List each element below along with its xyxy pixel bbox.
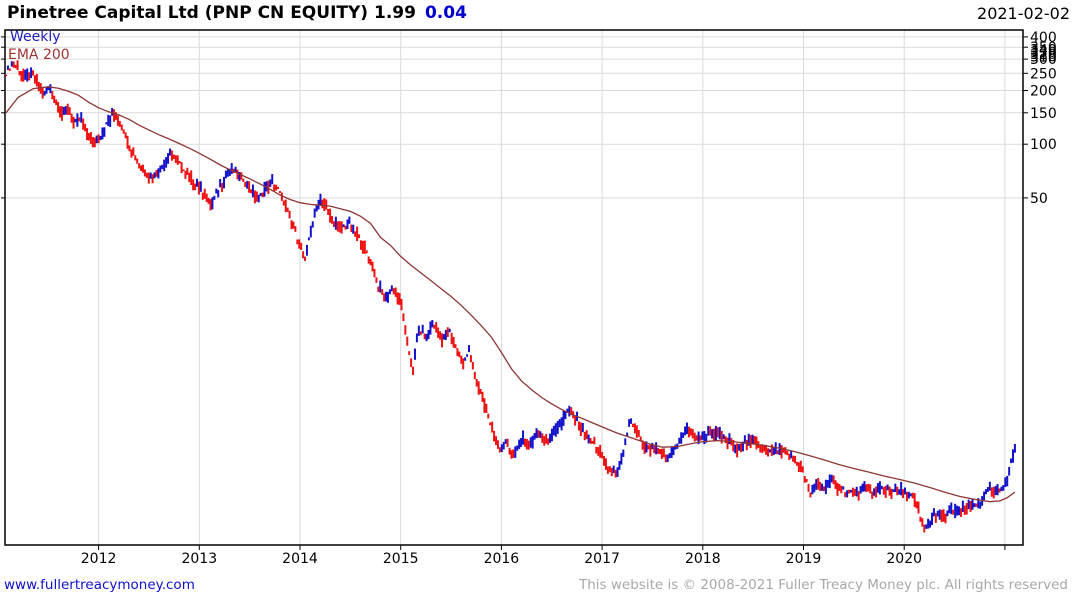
y-minor-tick-label: 330	[1030, 45, 1057, 61]
fullertreacymoney-link[interactable]: www.fullertreacymoney.com	[4, 577, 195, 593]
plot-frame	[4, 29, 1024, 546]
page-title: Pinetree Capital Ltd (PNP CN EQUITY) 1.9…	[7, 3, 467, 23]
instrument-name: Pinetree Capital Ltd (PNP CN EQUITY)	[7, 3, 369, 23]
y-minor-tick-label: 340	[1030, 42, 1057, 58]
copyright-text: This website is © 2008-2021 Fuller Treac…	[579, 577, 1068, 593]
y-tick-label: 400	[1030, 30, 1057, 46]
price-change: 0.04	[424, 3, 467, 23]
ema-legend-label: EMA 200	[8, 47, 70, 63]
ema-line	[5, 86, 1016, 503]
y-tick-label: 350	[1030, 40, 1057, 56]
last-price: 1.99	[374, 3, 416, 23]
y-tick-label: 100	[1030, 137, 1057, 153]
timeframe-label: Weekly	[10, 29, 61, 45]
y-tick-label: 150	[1030, 106, 1057, 122]
y-tick-label: 200	[1030, 84, 1057, 100]
x-tick-label: 2020	[886, 551, 922, 567]
y-tick-label: 300	[1030, 52, 1057, 68]
chart-date: 2021-02-02	[977, 4, 1070, 23]
x-tick-label: 2018	[685, 551, 721, 567]
x-tick-label: 2015	[383, 551, 419, 567]
y-minor-tick-label: 310	[1030, 50, 1057, 66]
y-tick-label: 250	[1030, 66, 1057, 82]
x-tick-label: 2016	[484, 551, 520, 567]
y-tick-label: 50	[1030, 191, 1048, 207]
instrument-name-and-price: Pinetree Capital Ltd (PNP CN EQUITY) 1.9…	[7, 3, 416, 23]
y-minor-tick-label: 320	[1030, 47, 1057, 63]
x-tick-label: 2012	[81, 551, 117, 567]
x-tick-label: 2017	[584, 551, 620, 567]
x-tick-label: 2019	[786, 551, 822, 567]
x-tick-label: 2013	[181, 551, 217, 567]
x-tick-label: 2014	[282, 551, 318, 567]
